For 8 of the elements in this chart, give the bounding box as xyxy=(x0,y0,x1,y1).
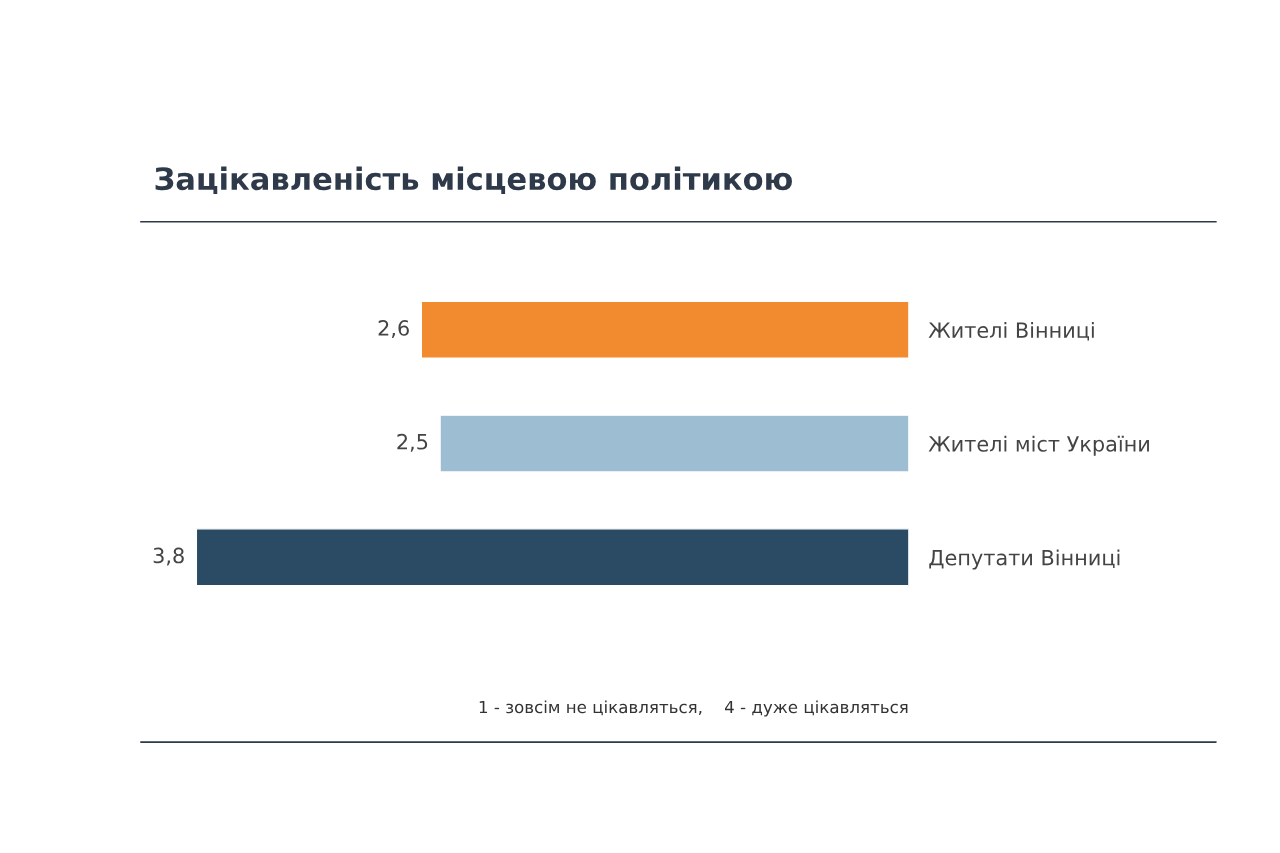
data-label: 2,5 xyxy=(397,433,428,452)
data-label: 2,6 xyxy=(378,320,409,338)
text: 1 - зовсім не цікавляться, 4 - дуже цікавляться xyxy=(479,700,908,717)
chart-title: Зацікавленість місцевою політикою xyxy=(155,166,792,195)
y-tick-label: Депутати Вінниці xyxy=(929,549,1120,570)
y-tick-label: Жителі міст України xyxy=(928,435,1149,456)
y-tick-label: Жителі Вінниці xyxy=(928,321,1094,341)
data-label: 3,8 xyxy=(153,547,184,566)
